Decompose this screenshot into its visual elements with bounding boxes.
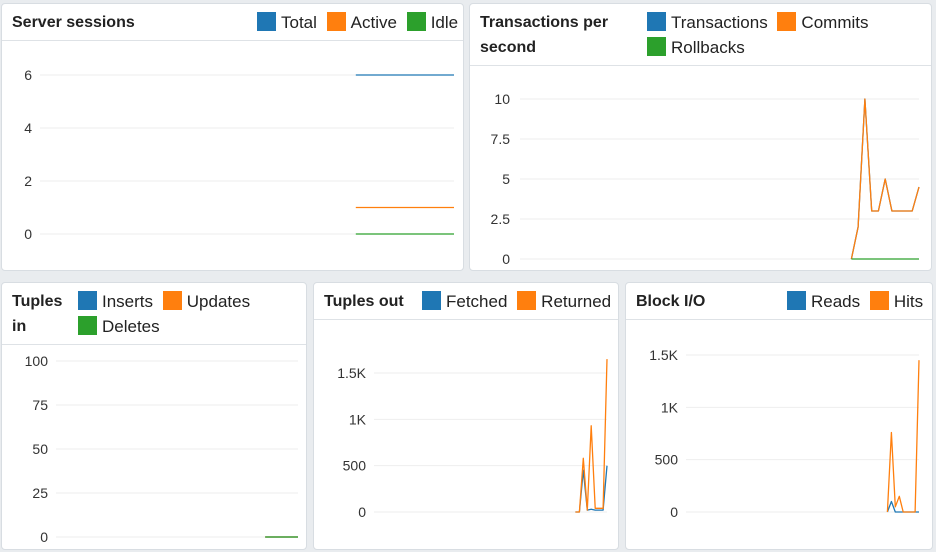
chart-legend: Total Active Idle	[257, 10, 458, 35]
y-tick-label: 10	[494, 91, 510, 107]
legend-item-commits[interactable]: Commits	[777, 10, 868, 35]
transactions-swatch	[647, 12, 666, 31]
legend-item-rollbacks[interactable]: Rollbacks	[647, 35, 745, 60]
y-tick-label: 6	[24, 67, 32, 83]
chart-legend: Transactions Commits Rollbacks	[647, 10, 917, 60]
block-io-panel: Block I/O Reads Hits 0 500 1K 1.5K	[625, 282, 933, 550]
block-io-chart: 0 500 1K 1.5K	[649, 347, 920, 520]
panel-title: Block I/O	[636, 293, 706, 310]
legend-label: Fetched	[446, 292, 508, 311]
active-swatch	[326, 12, 346, 31]
y-tick-label: 0	[502, 251, 510, 267]
panel-title-line: second	[480, 39, 537, 56]
legend-label: Rollbacks	[671, 38, 745, 57]
y-tick-label: 500	[343, 458, 367, 474]
legend-label: Idle	[430, 13, 459, 32]
tuples-in-chart: 0 25 50 75 100	[25, 353, 298, 545]
legend-label: Hits	[893, 292, 924, 311]
legend-label: Commits	[801, 13, 869, 32]
chart-legend: Fetched Returned	[422, 289, 611, 314]
y-tick-label: 1.5K	[649, 347, 678, 363]
legend-item-updates[interactable]: Updates	[162, 289, 251, 314]
y-tick-label: 100	[25, 353, 49, 369]
y-tick-label: 500	[655, 452, 679, 468]
legend-item-returned[interactable]: Returned	[517, 289, 611, 314]
y-tick-label: 0	[40, 529, 48, 545]
returned-swatch	[517, 291, 537, 310]
legend-item-total[interactable]: Total	[257, 10, 317, 35]
transactions-chart: 0 2.5 5 7.5 10	[491, 91, 920, 267]
total-swatch	[257, 12, 276, 31]
y-tick-label: 4	[24, 120, 32, 136]
updates-swatch	[162, 291, 182, 310]
tuples-out-panel: Tuples out Fetched Returned 0 500 1K 1.5K	[313, 282, 619, 550]
chart-legend: Inserts Updates Deletes	[78, 289, 303, 339]
panel-title-line: in	[12, 318, 27, 335]
legend-item-fetched[interactable]: Fetched	[422, 289, 507, 314]
legend-label: Total	[281, 13, 317, 32]
y-tick-label: 1K	[349, 411, 367, 427]
legend-item-active[interactable]: Active	[326, 10, 397, 35]
panel-title-line: Tuples	[12, 293, 63, 310]
legend-label: Inserts	[102, 292, 154, 311]
legend-item-hits[interactable]: Hits	[869, 289, 924, 314]
y-tick-label: 1.5K	[337, 365, 366, 381]
legend-label: Active	[350, 13, 397, 32]
panel-title-line: Transactions per	[480, 14, 609, 31]
panel-header: Transactions per second Transactions Com…	[470, 4, 931, 66]
panel-title: Tuples in	[12, 289, 62, 339]
panel-header: Tuples in Inserts Updates Deletes	[2, 283, 306, 345]
y-tick-label: 50	[32, 441, 48, 457]
legend-item-reads[interactable]: Reads	[787, 289, 860, 314]
tuples-out-chart: 0 500 1K 1.5K	[337, 359, 608, 520]
y-tick-label: 0	[24, 226, 32, 242]
series-line-hits	[886, 360, 920, 513]
legend-label: Updates	[186, 292, 251, 311]
panel-title: Transactions per second	[480, 10, 608, 60]
legend-label: Reads	[811, 292, 861, 311]
y-tick-label: 75	[32, 397, 48, 413]
tuples-in-panel: Tuples in Inserts Updates Deletes 0 25 50 7…	[1, 282, 307, 550]
y-tick-label: 2	[24, 173, 32, 189]
reads-swatch	[787, 291, 806, 310]
y-tick-label: 1K	[661, 399, 679, 415]
transactions-panel: Transactions per second Transactions Com…	[469, 3, 932, 271]
y-tick-label: 0	[358, 504, 366, 520]
idle-swatch	[406, 12, 426, 31]
y-tick-label: 2.5	[491, 211, 511, 227]
server-sessions-chart: 0 2 4 6	[24, 67, 454, 242]
legend-item-deletes[interactable]: Deletes	[78, 314, 160, 339]
legend-item-inserts[interactable]: Inserts	[78, 289, 153, 314]
fetched-swatch	[422, 291, 441, 310]
panel-header: Server sessions Total Active Idle	[2, 4, 463, 41]
y-tick-label: 5	[502, 171, 510, 187]
y-tick-label: 0	[670, 504, 678, 520]
y-tick-label: 25	[32, 485, 48, 501]
series-line-returned	[575, 359, 608, 513]
panel-title: Tuples out	[324, 293, 404, 310]
deletes-swatch	[78, 316, 97, 335]
rollbacks-swatch	[647, 37, 666, 56]
panel-header: Tuples out Fetched Returned	[314, 283, 618, 320]
y-tick-label: 7.5	[491, 131, 511, 147]
server-sessions-panel: Server sessions Total Active Idle 0 2 4 6	[1, 3, 464, 271]
hits-swatch	[869, 291, 889, 310]
panel-header: Block I/O Reads Hits	[626, 283, 932, 320]
legend-item-idle[interactable]: Idle	[406, 10, 459, 35]
legend-item-transactions[interactable]: Transactions	[647, 10, 768, 35]
series-line-commits	[850, 98, 920, 260]
legend-label: Transactions	[671, 13, 768, 32]
chart-legend: Reads Hits	[787, 289, 923, 314]
legend-label: Returned	[541, 292, 612, 311]
legend-label: Deletes	[102, 317, 160, 336]
inserts-swatch	[78, 291, 97, 310]
commits-swatch	[777, 12, 797, 31]
panel-title: Server sessions	[12, 14, 135, 31]
